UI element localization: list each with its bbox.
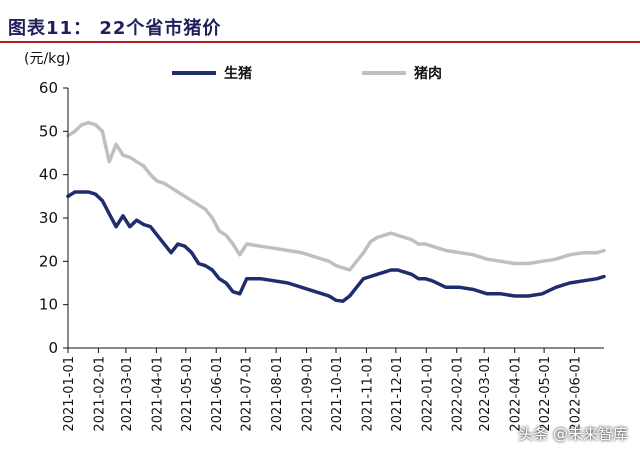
title-divider [0,41,640,43]
legend-label-1: 猪肉 [413,65,442,82]
legend: 生猪 猪肉 [172,65,442,82]
x-tick-label: 2021-07-01 [240,356,255,432]
x-tick-label: 2021-09-01 [301,356,316,432]
y-tick-label: 10 [39,296,58,314]
x-tick-label: 2021-06-01 [210,356,225,432]
x-tick-label: 2022-06-01 [569,356,584,432]
y-tick-label: 60 [39,79,58,97]
x-tick-label: 2021-10-01 [330,356,345,432]
y-tick-label: 20 [39,252,58,270]
x-tick-label: 2022-02-01 [451,356,466,432]
series-lines [66,120,606,303]
x-tick-label: 2021-04-01 [150,356,165,432]
x-tick-label: 2022-04-01 [509,356,524,432]
x-tick-label: 2021-05-01 [180,356,195,432]
x-tick-label: 2021-11-01 [360,356,375,432]
y-tick-label: 50 [39,122,58,140]
x-tick-label: 2021-12-01 [390,356,405,432]
y-tick-label: 0 [48,339,58,357]
series-line-1 [66,120,606,272]
x-tick-label: 2021-03-01 [120,356,135,432]
x-tick-label: 2022-01-01 [420,356,435,432]
legend-label-0: 生猪 [224,65,252,82]
y-tick-label: 30 [39,209,58,227]
y-axis-ticks: 0 10 20 30 40 50 60 [39,79,68,357]
x-tick-label: 2021-02-01 [92,356,107,432]
x-tick-label: 2022-03-01 [478,356,493,432]
y-tick-label: 40 [39,166,58,184]
series-line-0 [66,190,606,303]
x-tick-label: 2021-08-01 [270,356,285,432]
watermark: 头条 @未来智库 [518,425,628,443]
x-tick-label: 2022-05-01 [538,356,553,432]
figure-title: 图表11： 22个省市猪价 [8,18,222,39]
x-tick-label: 2021-01-01 [62,356,77,432]
x-axis-ticks: 2021-01-01 2021-02-01 2021-03-01 2021-04-01… [62,348,584,432]
y-axis-label: (元/kg) [24,51,71,67]
